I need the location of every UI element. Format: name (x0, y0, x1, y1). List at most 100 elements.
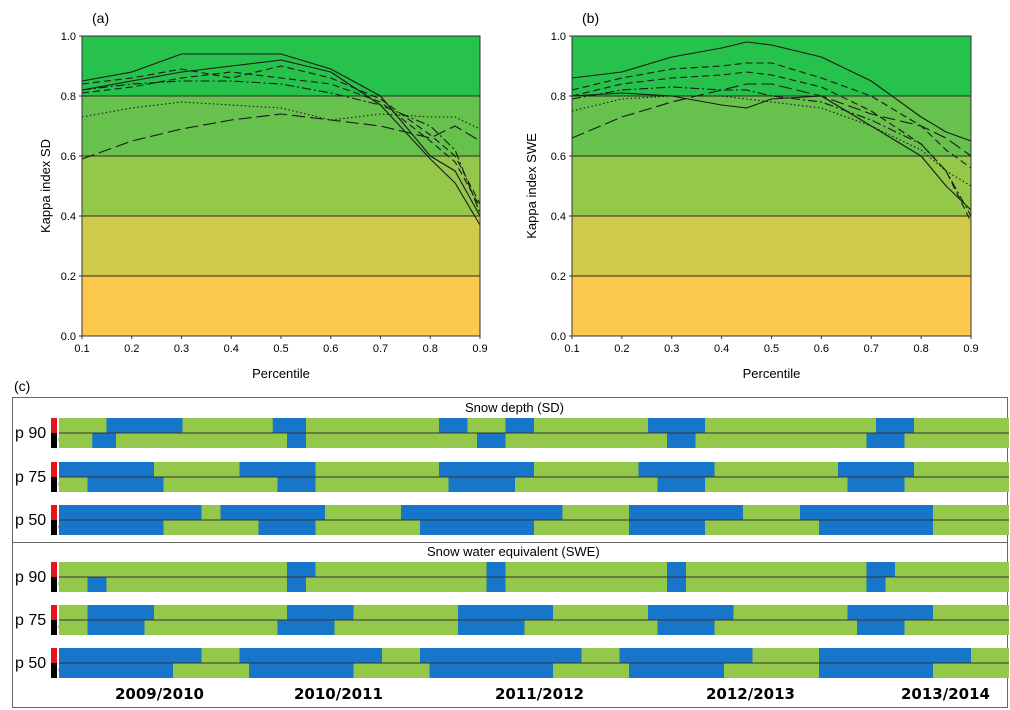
y-axis-label: Kappa index SD (38, 139, 53, 233)
series-line-6 (81, 113, 481, 160)
obs-snow-segment (486, 577, 506, 592)
sim-snow-segment (59, 462, 154, 477)
sim-marker (51, 562, 57, 577)
x-tick-label: 0.9 (963, 343, 978, 355)
band-almost-perfect (572, 36, 971, 96)
chart-a-kappa-sd: 0.1 0.2 0.3 0.4 0.5 0.6 0.7 0.8 0.9 0.0 0.2 0.4 0.6 0… (38, 31, 488, 381)
series-line-6 (571, 83, 972, 157)
y-tick-label: 0.2 (551, 271, 566, 283)
y-tick-label: 0.0 (61, 331, 76, 343)
series-line-4 (571, 71, 972, 223)
y-tick-label: 0.6 (61, 151, 76, 163)
series-line-3 (571, 62, 972, 169)
sim-snow-segment (866, 562, 895, 577)
obs-snow-segment (667, 577, 686, 592)
obs-snow-segment (629, 520, 705, 535)
sim-snow-segment (239, 648, 382, 663)
band-fair (82, 216, 480, 276)
x-tick-label: 0.4 (224, 343, 239, 355)
obs-snow-segment (866, 433, 905, 448)
x-tick-label: 0.4 (714, 343, 729, 355)
sim-snow-segment (619, 648, 753, 663)
obs-marker (51, 433, 57, 448)
y-tick-label: 0.0 (551, 331, 566, 343)
sim-snow-segment (648, 605, 734, 620)
series-line-2 (81, 59, 481, 226)
series-line-4 (81, 71, 481, 208)
sim-snow-segment (287, 562, 316, 577)
sim-marker (51, 462, 57, 477)
x-tick-label: 0.9 (472, 343, 487, 355)
y-tick-label: 0.8 (61, 91, 76, 103)
sim-snow-segment (272, 418, 306, 433)
x-tick-label: 0.3 (664, 343, 679, 355)
band-poor (572, 276, 971, 336)
snow-strip (59, 505, 1009, 535)
row-label: p 50 (15, 512, 47, 529)
obs-snow-segment (458, 620, 525, 635)
sim-marker (51, 648, 57, 663)
x-tick-label: 0.5 (764, 343, 779, 355)
obs-snow-segment (819, 663, 933, 678)
obs-marker (51, 620, 57, 635)
row-label: p 90 (15, 569, 47, 586)
sim-snow-segment (838, 462, 914, 477)
x-tick-label: 0.8 (913, 343, 928, 355)
sim-snow-segment (629, 505, 743, 520)
obs-snow-segment (866, 577, 886, 592)
x-tick-label: 0.8 (423, 343, 438, 355)
obs-snow-segment (287, 433, 306, 448)
sim-snow-segment (667, 562, 686, 577)
obs-snow-segment (87, 477, 164, 492)
band-substantial (82, 96, 480, 156)
x-tick-label: 0.3 (174, 343, 189, 355)
obs-snow-segment (92, 433, 116, 448)
obs-snow-segment (287, 577, 306, 592)
obs-marker (51, 577, 57, 592)
band-poor (82, 276, 480, 336)
sim-snow-segment (239, 462, 316, 477)
series-line-1 (571, 41, 972, 142)
season-label-2010-2011: 2010/2011 (294, 685, 383, 703)
sim-snow-segment (800, 505, 933, 520)
obs-snow-segment (667, 433, 696, 448)
x-tick-label: 0.7 (373, 343, 388, 355)
season-label-2013-2014: 2013/2014 (901, 685, 990, 703)
x-tick-label: 0.7 (864, 343, 879, 355)
series-line-5 (81, 80, 481, 214)
obs-marker (51, 663, 57, 678)
sim-snow-segment (287, 605, 354, 620)
obs-snow-segment (59, 663, 173, 678)
y-axis-label: Kappa index SWE (524, 133, 539, 239)
band-substantial (572, 96, 971, 156)
y-tick-label: 1.0 (61, 31, 76, 43)
series-line-7 (571, 95, 972, 187)
sim-snow-segment (819, 648, 971, 663)
x-axis-label: Percentile (743, 366, 801, 381)
obs-snow-segment (420, 520, 534, 535)
y-tick-label: 0.4 (61, 211, 76, 223)
sim-snow-segment (847, 605, 933, 620)
obs-snow-segment (819, 520, 933, 535)
sim-snow-segment (638, 462, 715, 477)
x-tick-label: 0.2 (124, 343, 139, 355)
obs-marker (51, 477, 57, 492)
x-axis-label: Percentile (252, 366, 310, 381)
sim-snow-segment (87, 605, 154, 620)
sim-snow-segment (439, 418, 468, 433)
obs-snow-segment (87, 577, 107, 592)
series-line-2 (571, 92, 972, 211)
y-tick-label: 0.6 (551, 151, 566, 163)
band-moderate (572, 156, 971, 216)
sim-marker (51, 605, 57, 620)
chart-b-kappa-swe: 0.1 0.2 0.3 0.4 0.5 0.6 0.7 0.8 0.9 0.0 0.2 0.4 0.6 0… (524, 31, 979, 381)
obs-snow-segment (59, 520, 164, 535)
x-tick-label: 0.1 (564, 343, 579, 355)
band-fair (572, 216, 971, 276)
section-title-swe: Snow water equivalent (SWE) (427, 544, 600, 559)
obs-snow-segment (477, 433, 506, 448)
sim-snow-segment (420, 648, 582, 663)
sim-snow-segment (59, 505, 202, 520)
panel-c-label: (c) (14, 378, 31, 394)
y-tick-label: 0.2 (61, 271, 76, 283)
